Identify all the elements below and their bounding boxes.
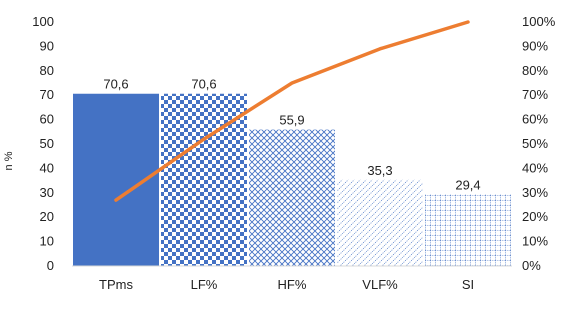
right-axis-ticks: 0% 10% 20% 30% 40% 50% 60% 70% 80% 90% 100% — [522, 14, 556, 273]
data-labels: 70,6 70,6 55,9 35,3 29,4 — [103, 77, 480, 193]
bar-data-label: 35,3 — [367, 163, 392, 178]
left-tick-label: 30 — [40, 185, 54, 200]
left-tick-label: 50 — [40, 136, 54, 151]
category-label: SI — [462, 277, 474, 292]
left-tick-label: 100 — [32, 14, 54, 29]
left-tick-label: 40 — [40, 160, 54, 175]
bar-data-label: 70,6 — [103, 77, 128, 92]
right-tick-label: 80% — [522, 63, 548, 78]
right-tick-label: 10% — [522, 234, 548, 249]
cumulative-line — [114, 20, 470, 202]
category-ticks: TPms LF% HF% VLF% SI — [99, 277, 474, 292]
left-tick-label: 20 — [40, 209, 54, 224]
right-tick-label: 40% — [522, 160, 548, 175]
right-tick-label: 20% — [522, 209, 548, 224]
left-tick-label: 70 — [40, 87, 54, 102]
bar — [425, 194, 511, 266]
category-label: HF% — [278, 277, 307, 292]
right-tick-label: 60% — [522, 112, 548, 127]
category-label: TPms — [99, 277, 133, 292]
right-tick-label: 0% — [522, 258, 541, 273]
category-label: VLF% — [362, 277, 398, 292]
bar — [249, 129, 335, 266]
right-tick-label: 50% — [522, 136, 548, 151]
bar-data-label: 55,9 — [279, 113, 304, 128]
left-tick-label: 60 — [40, 112, 54, 127]
bar — [337, 179, 423, 266]
left-axis-ticks: 0 10 20 30 40 50 60 70 80 90 100 — [32, 14, 54, 273]
right-tick-label: 30% — [522, 185, 548, 200]
left-tick-label: 10 — [40, 234, 54, 249]
bar-data-label: 70,6 — [191, 77, 216, 92]
right-tick-label: 100% — [522, 14, 556, 29]
category-label: LF% — [191, 277, 218, 292]
bar-data-label: 29,4 — [455, 177, 480, 192]
right-tick-label: 90% — [522, 38, 548, 53]
left-tick-label: 80 — [40, 63, 54, 78]
left-tick-label: 0 — [47, 258, 54, 273]
y-axis-label: n % — [3, 151, 15, 170]
right-tick-label: 70% — [522, 87, 548, 102]
left-tick-label: 90 — [40, 38, 54, 53]
